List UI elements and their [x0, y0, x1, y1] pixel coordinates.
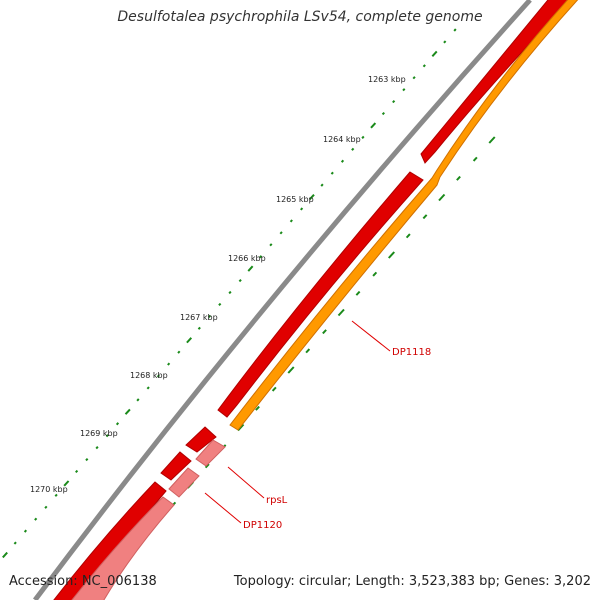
- scale-label-1268: 1268 kbp: [130, 371, 168, 380]
- scale-dot: [115, 422, 120, 426]
- inner-tick: [271, 386, 277, 392]
- scale-label-1265: 1265 kbp: [276, 195, 314, 204]
- scale-dot: [156, 374, 160, 378]
- scale-dot: [218, 302, 222, 307]
- scale-dot: [177, 350, 181, 354]
- scale-dot: [453, 28, 457, 32]
- scale-dot: [186, 337, 193, 344]
- scale-label-1264: 1264 kbp: [323, 135, 361, 144]
- rna-feature-lower[interactable]: [68, 496, 175, 600]
- scale-dot: [381, 111, 385, 116]
- scale-dot: [308, 193, 315, 201]
- scale-dot: [247, 265, 254, 272]
- inner-tick: [305, 348, 311, 354]
- scale-ring-dots: [2, 28, 457, 559]
- inner-tick: [422, 214, 428, 220]
- inner-tick: [438, 193, 446, 202]
- scale-dot: [207, 314, 212, 318]
- scale-dot: [197, 326, 201, 330]
- rna-feature-dp1120[interactable]: [168, 467, 200, 498]
- map-title: Desulfotalea psychrophila LSv54, complet…: [117, 9, 483, 25]
- genome-info-text: Topology: circular; Length: 3,523,383 bp…: [233, 574, 591, 589]
- inner-tick: [255, 405, 260, 411]
- inner-tick: [488, 136, 496, 144]
- label-line-dp1120: [204, 492, 242, 524]
- gene-feature-rpsl[interactable]: [185, 426, 217, 453]
- scale-dot: [13, 541, 17, 545]
- scale-dot: [136, 398, 140, 402]
- scale-dot: [54, 493, 58, 497]
- scale-dot: [238, 278, 242, 283]
- scale-dot: [23, 529, 28, 533]
- scale-dot: [330, 171, 334, 175]
- gene-feature-dp1118-reverse[interactable]: [229, 0, 582, 431]
- rna-feature-rpsl[interactable]: [195, 439, 226, 467]
- scale-dot: [34, 517, 38, 521]
- scale-dot: [392, 100, 396, 104]
- scale-label-1267: 1267 kbp: [180, 313, 218, 322]
- scale-dot: [124, 408, 131, 415]
- label-line-rpsl: [227, 466, 265, 499]
- inner-tick: [322, 329, 327, 335]
- scale-dot: [146, 386, 150, 390]
- scale-dot: [422, 64, 426, 68]
- scale-dot: [63, 480, 70, 487]
- inner-tick: [204, 463, 210, 469]
- scale-dot: [2, 551, 8, 559]
- scale-dot: [75, 469, 79, 474]
- inner-tick: [388, 251, 395, 259]
- scale-dot: [300, 207, 304, 211]
- inner-tick: [456, 175, 461, 181]
- scale-dot: [44, 505, 48, 509]
- scale-label-1269: 1269 kbp: [80, 429, 118, 438]
- gene-label-dp1118[interactable]: DP1118: [392, 347, 431, 358]
- scale-label-1270: 1270 kbp: [30, 485, 68, 494]
- scale-dot: [289, 219, 293, 223]
- scale-dot: [340, 159, 345, 163]
- scale-dot: [361, 135, 365, 139]
- scale-dot: [105, 434, 109, 438]
- scale-label-1263: 1263 kbp: [368, 75, 406, 84]
- scale-dot: [167, 362, 171, 366]
- scale-dot: [370, 122, 377, 129]
- scale-dot: [95, 446, 99, 450]
- scale-dot: [351, 147, 355, 151]
- scale-dot: [402, 88, 406, 92]
- gene-feature-upper[interactable]: [420, 0, 575, 164]
- accession-text: Accession: NC_006138: [9, 574, 157, 589]
- scale-dot: [431, 50, 438, 57]
- gene-feature-dp1118-forward[interactable]: [217, 171, 424, 418]
- backbone-ring: [33, 0, 532, 600]
- scale-dot: [279, 231, 283, 235]
- gene-feature-dp1120[interactable]: [160, 451, 192, 481]
- scale-dot: [259, 255, 263, 259]
- scale-dot: [443, 40, 447, 44]
- inner-tick: [372, 271, 378, 277]
- inner-tick: [472, 156, 478, 162]
- gene-label-dp1120[interactable]: DP1120: [243, 520, 282, 531]
- scale-dot: [228, 290, 232, 295]
- scale-label-1266: 1266 kbp: [228, 254, 266, 263]
- inner-tick: [355, 290, 361, 296]
- scale-dot: [412, 76, 416, 80]
- inner-tick: [287, 366, 295, 374]
- inner-tick: [405, 233, 411, 239]
- scale-dot: [269, 243, 273, 247]
- scale-dot: [320, 183, 324, 187]
- inner-tick: [337, 308, 345, 317]
- gene-label-rpsl[interactable]: rpsL: [266, 495, 288, 506]
- label-line-dp1118: [351, 320, 391, 352]
- scale-dot: [85, 457, 89, 462]
